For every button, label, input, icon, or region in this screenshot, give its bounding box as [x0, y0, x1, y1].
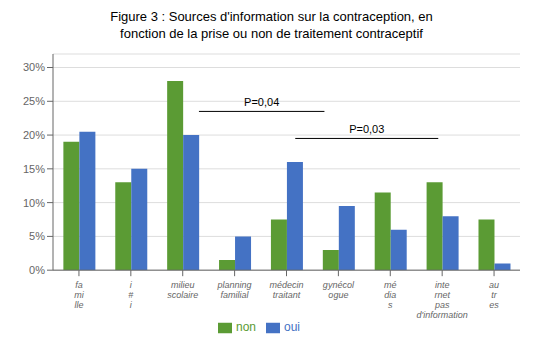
svg-text:15%: 15%: [23, 163, 45, 175]
svg-text:internetpasd'information: internetpasd'information: [417, 280, 468, 320]
svg-text:25%: 25%: [23, 95, 45, 107]
svg-text:20%: 20%: [23, 129, 45, 141]
svg-text:famille: famille: [74, 280, 84, 310]
html-text:oui: oui: [284, 320, 300, 335]
svg-text:30%: 30%: [23, 61, 45, 73]
svg-text:autres: autres: [489, 280, 499, 310]
svg-text:P=0,03: P=0,03: [349, 123, 384, 135]
svg-text:5%: 5%: [29, 230, 45, 242]
svg-text:milieuscolaire: milieuscolaire: [167, 280, 198, 300]
svg-text:médecintraitant: médecintraitant: [269, 280, 303, 300]
html-text:Figure 3 : Sources d'informati: Figure 3 : Sources d'information sur la …: [110, 9, 433, 41]
svg-text:planningfamilial: planningfamilial: [217, 280, 252, 300]
svg-text:P=0,04: P=0,04: [244, 96, 279, 108]
svg-text:gynécologue: gynécologue: [323, 280, 355, 300]
svg-text:0%: 0%: [29, 264, 45, 276]
html-text:non: non: [236, 320, 256, 335]
svg-text:i#i: i#i: [128, 280, 134, 310]
svg-text:10%: 10%: [23, 197, 45, 209]
svg-text:médias: médias: [384, 280, 397, 310]
